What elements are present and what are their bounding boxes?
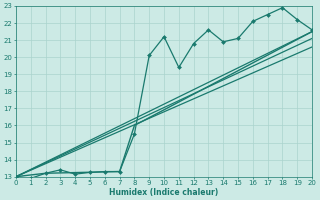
X-axis label: Humidex (Indice chaleur): Humidex (Indice chaleur) [109,188,219,197]
